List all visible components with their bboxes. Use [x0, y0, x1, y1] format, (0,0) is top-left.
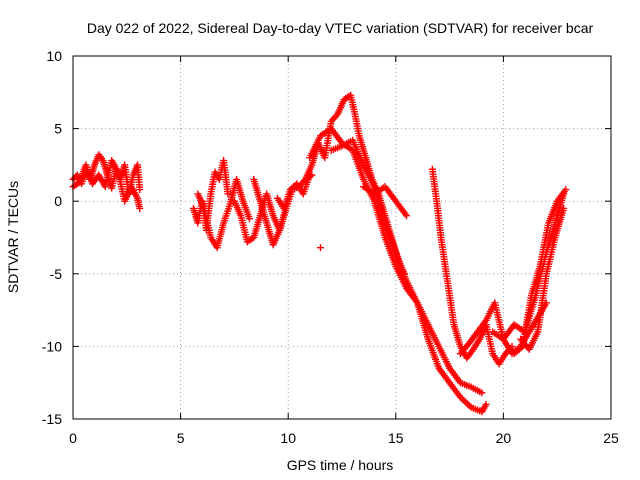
x-tick-label: 20 [496, 430, 512, 446]
data-point [316, 244, 324, 252]
y-tick-label: -15 [42, 411, 62, 427]
data-point [478, 389, 486, 397]
data-point [562, 186, 570, 194]
data-point [482, 400, 490, 408]
data-point [560, 204, 568, 212]
x-axis-label: GPS time / hours [287, 457, 394, 473]
y-tick-label: -5 [50, 266, 63, 282]
y-axis-label: SDTVAR / TECUs [5, 181, 21, 293]
x-tick-label: 0 [69, 430, 77, 446]
x-tick-label: 10 [280, 430, 296, 446]
y-tick-label: 10 [46, 48, 62, 64]
chart-title: Day 022 of 2022, Sidereal Day-to-day VTE… [87, 20, 594, 36]
data-point [136, 186, 144, 194]
data-point [403, 212, 411, 220]
data-point [224, 190, 232, 198]
axis-ticks: 0 5 10 15 20 25 -15 -10 -5 0 5 10 [42, 48, 619, 446]
data-point [245, 215, 253, 223]
plot-frame [72, 55, 612, 420]
x-tick-label: 5 [177, 430, 185, 446]
y-tick-label: 5 [54, 121, 62, 137]
x-tick-label: 15 [388, 430, 404, 446]
data-points [69, 91, 570, 416]
y-tick-label: 0 [54, 193, 62, 209]
y-tick-label: -10 [42, 338, 62, 354]
data-point [136, 204, 144, 212]
x-tick-label: 25 [603, 430, 619, 446]
